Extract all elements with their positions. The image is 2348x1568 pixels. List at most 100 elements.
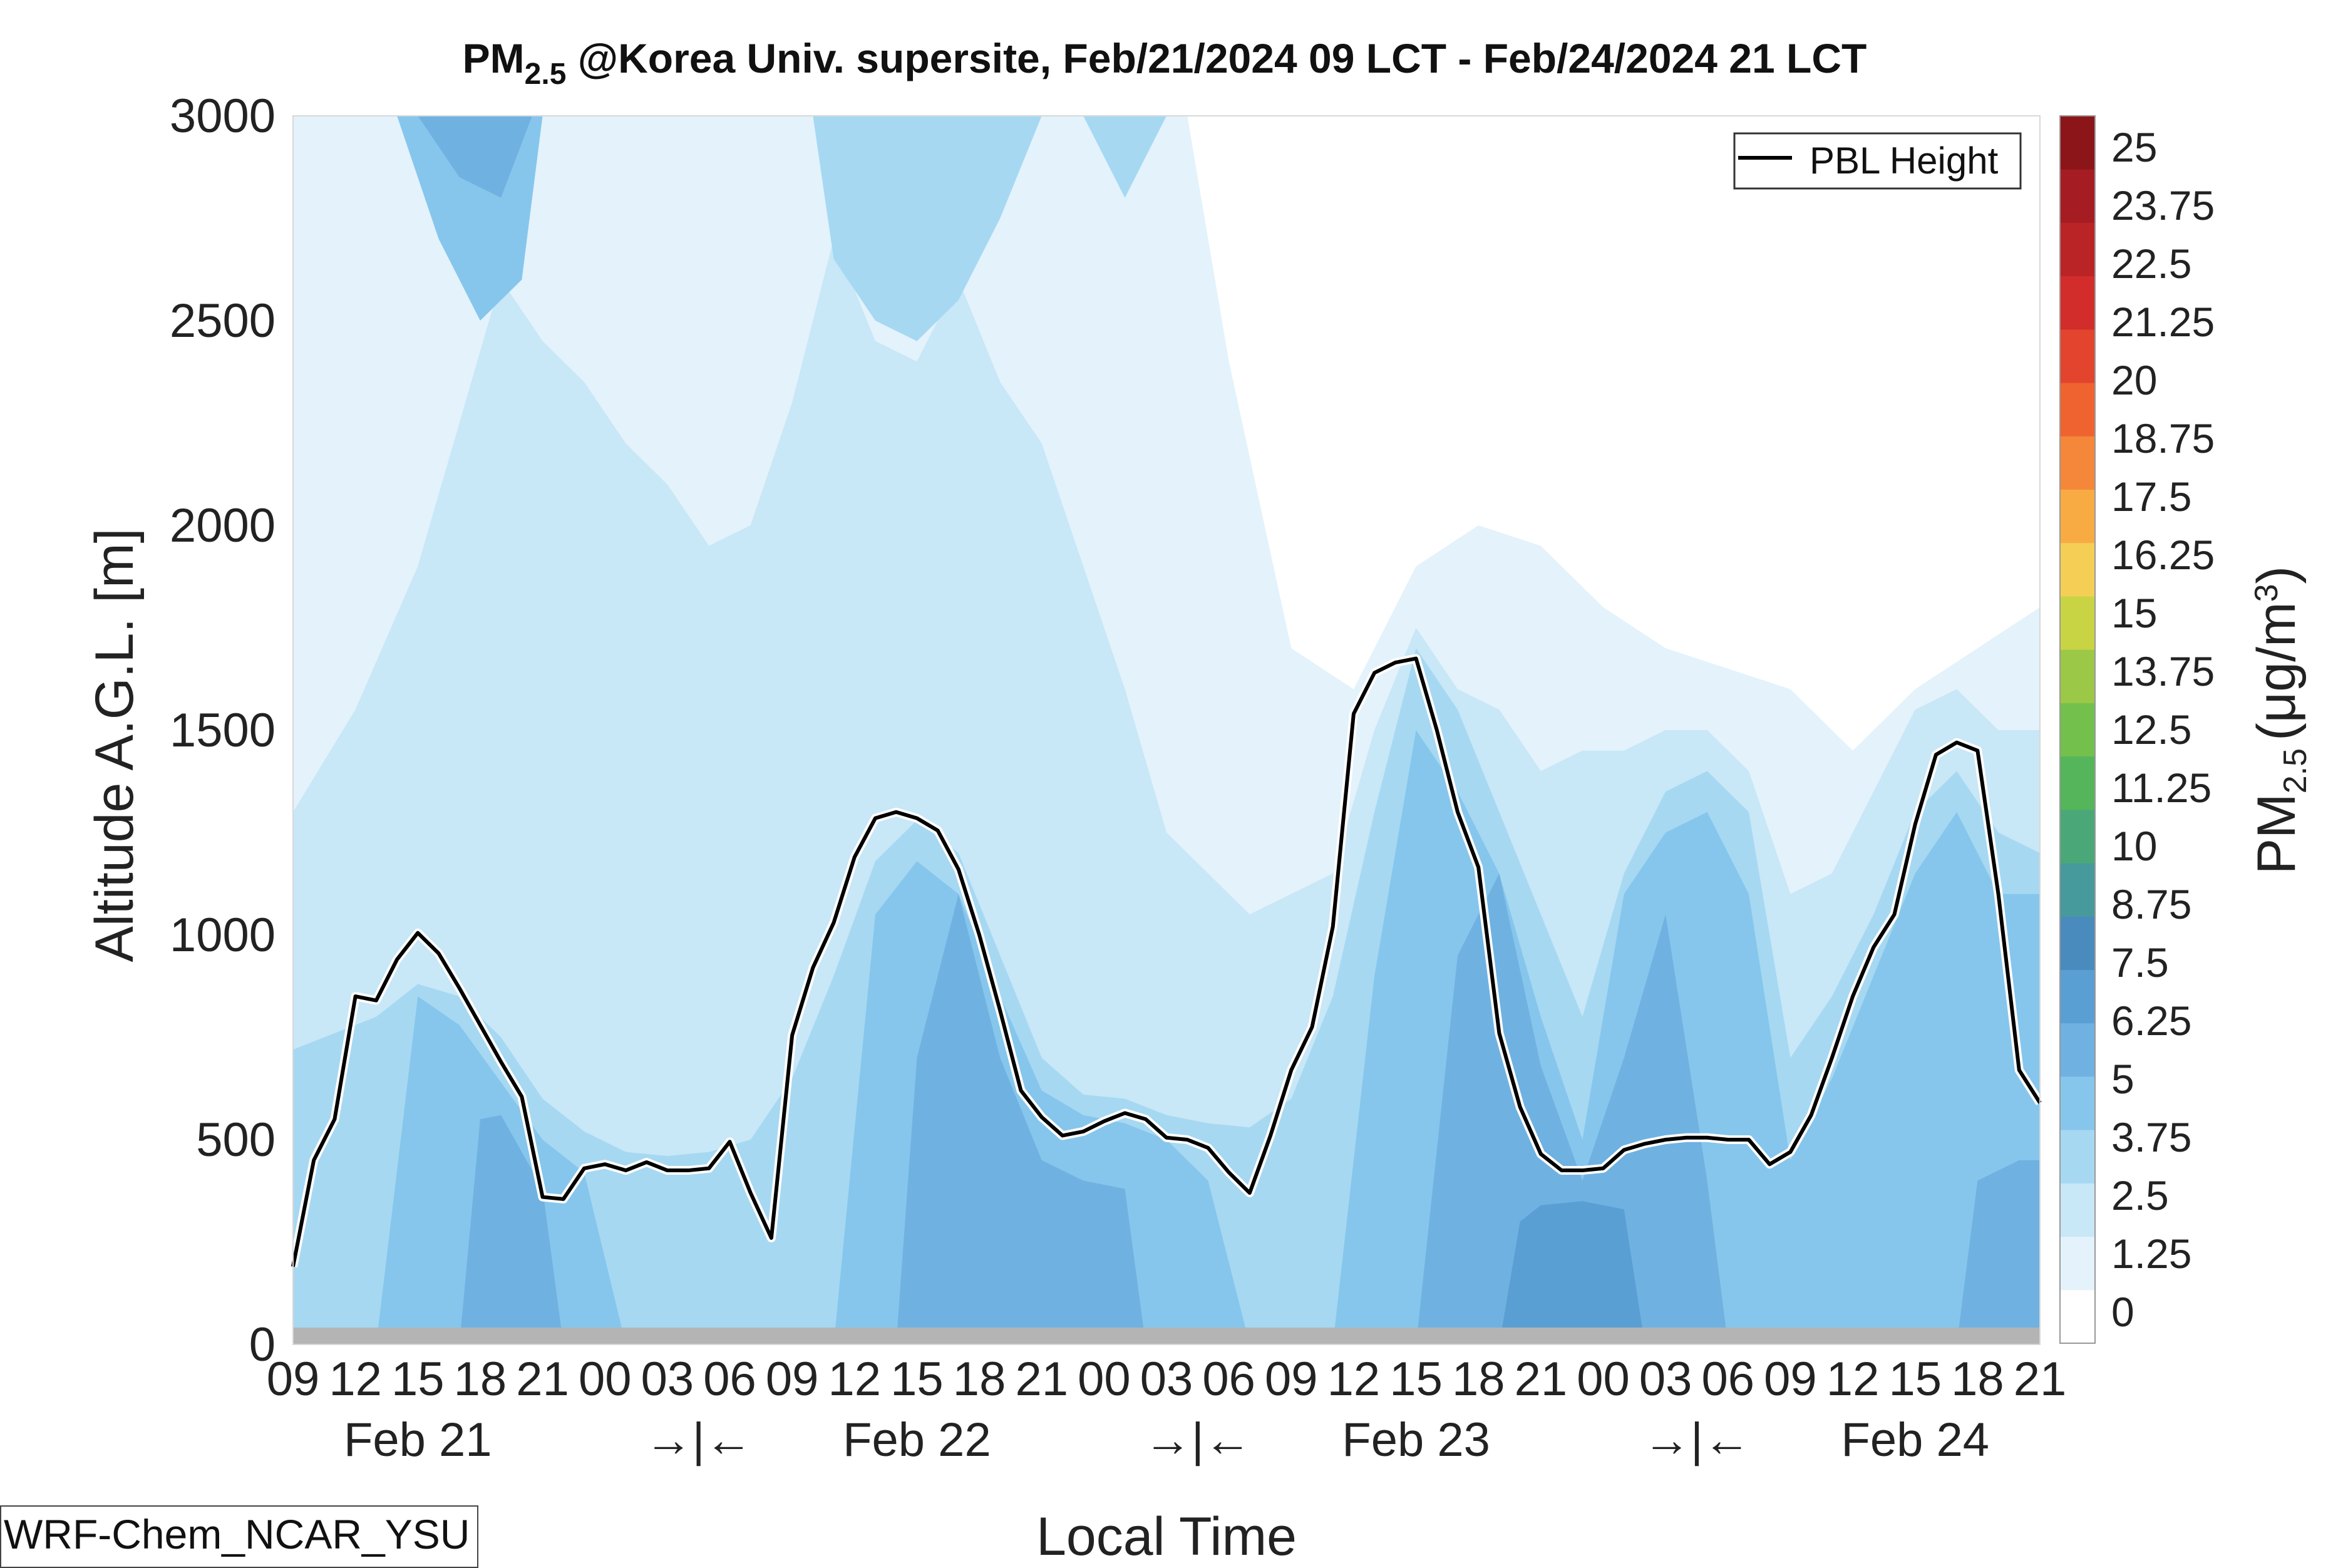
x-tick-label: 00 — [1078, 1353, 1131, 1406]
colorbar-tick-label: 18.75 — [2111, 415, 2215, 462]
colorbar-tick-label: 10 — [2111, 823, 2157, 869]
x-day-label: →|← — [1643, 1413, 1751, 1467]
colorbar-segment — [2060, 969, 2095, 1024]
colorbar-tick-label: 2.5 — [2111, 1172, 2169, 1219]
colorbar: 0 1.25 2.5 3.75 5 6.25 7.5 8.75 10 11.25 12.5 13.75… — [2059, 115, 2215, 1344]
contour-deck-aloft — [813, 116, 1042, 341]
chart-title: PM2.5 @Korea Univ. supersite, Feb/21/202… — [463, 35, 1867, 91]
x-day-label: Feb 24 — [1841, 1413, 1989, 1467]
colorbar-tick-label: 20 — [2111, 357, 2157, 403]
colorbar-tick-label: 5 — [2111, 1056, 2134, 1102]
colorbar-tick-label: 16.25 — [2111, 532, 2215, 578]
x-tick-label: 03 — [1140, 1353, 1193, 1406]
colorbar-tick-label: 25 — [2111, 124, 2157, 170]
colorbar-segment — [2060, 436, 2095, 490]
plot-area — [289, 115, 2044, 1345]
x-tick-label: 06 — [1702, 1353, 1755, 1406]
x-tick-label: 00 — [579, 1353, 632, 1406]
x-tick-label: 09 — [267, 1353, 320, 1406]
y-axis-label: Altitude A.G.L. [m] — [85, 528, 145, 962]
x-tick-label: 06 — [703, 1353, 756, 1406]
x-axis: 09 12 15 18 21 00 03 06 09 12 15 18 21 00 03 06 09 12 15 18… — [267, 1353, 2067, 1467]
colorbar-tick-label: 22.5 — [2111, 240, 2191, 287]
legend-label-pbl: PBL Height — [1810, 140, 1999, 182]
colorbar-tick-label: 13.75 — [2111, 648, 2215, 694]
colorbar-segment — [2060, 116, 2095, 170]
colorbar-tick-label: 7.5 — [2111, 939, 2169, 986]
colorbar-segment — [2060, 276, 2095, 330]
x-tick-label: 18 — [1452, 1353, 1505, 1406]
x-tick-label: 12 — [828, 1353, 882, 1406]
x-tick-label: 15 — [1389, 1353, 1443, 1406]
x-tick-label: 18 — [454, 1353, 507, 1406]
x-tick-label: 21 — [1515, 1353, 1568, 1406]
colorbar-tick-label: 0 — [2111, 1289, 2134, 1335]
y-tick-label: 500 — [196, 1113, 275, 1167]
colorbar-segment — [2060, 1076, 2095, 1130]
colorbar-label: PM2.5(μg/m3) — [2247, 566, 2314, 874]
x-tick-label: 15 — [391, 1353, 445, 1406]
colorbar-frame — [2059, 115, 2096, 1344]
colorbar-segment — [2060, 1023, 2095, 1077]
y-axis: 0 500 1000 1500 2000 2500 3000 — [170, 90, 275, 1371]
x-day-label: Feb 22 — [843, 1413, 991, 1467]
x-tick-label: 15 — [1888, 1353, 1942, 1406]
x-tick-label: 21 — [516, 1353, 569, 1406]
x-tick-label: 18 — [953, 1353, 1006, 1406]
colorbar-tick-label: 15 — [2111, 590, 2157, 636]
contour-band-level-6 — [293, 1201, 2040, 1344]
x-tick-label: 21 — [1015, 1353, 1068, 1406]
colorbar-segment — [2060, 383, 2095, 436]
x-tick-label: 03 — [1639, 1353, 1692, 1406]
x-tick-label: 09 — [1265, 1353, 1318, 1406]
colorbar-segment — [2060, 329, 2095, 383]
x-tick-label: 06 — [1202, 1353, 1255, 1406]
colorbar-segment — [2060, 863, 2095, 917]
colorbar-segment — [2060, 489, 2095, 544]
colorbar-segment — [2060, 703, 2095, 757]
colorbar-segment — [2060, 649, 2095, 703]
x-tick-label: 18 — [1951, 1353, 2004, 1406]
colorbar-segment — [2060, 1289, 2095, 1344]
model-label-box: WRF-Chem_NCAR_YSU — [0, 1505, 479, 1568]
colorbar-segment — [2060, 1236, 2095, 1291]
x-axis-label: Local Time — [1036, 1507, 1297, 1565]
y-tick-label: 2500 — [170, 294, 275, 348]
colorbar-tick-label: 21.25 — [2111, 299, 2215, 345]
colorbar-tick-label: 6.25 — [2111, 998, 2191, 1044]
x-tick-label: 00 — [1577, 1353, 1630, 1406]
colorbar-tick-label: 8.75 — [2111, 881, 2191, 927]
contour-deck-aloft — [1083, 116, 1166, 198]
colorbar-tick-label: 3.75 — [2111, 1114, 2191, 1160]
x-day-label: Feb 23 — [1342, 1413, 1490, 1467]
y-tick-label: 0 — [249, 1318, 275, 1371]
x-day-label: →|← — [645, 1413, 753, 1467]
colorbar-tick-label: 11.25 — [2111, 765, 2212, 811]
colorbar-segment — [2060, 1183, 2095, 1237]
legend-box — [1733, 132, 2022, 190]
x-tick-label: 12 — [1327, 1353, 1381, 1406]
x-tick-label: 15 — [890, 1353, 944, 1406]
contour-deck-aloft — [418, 116, 532, 198]
colorbar-tick-label: 12.5 — [2111, 706, 2191, 753]
y-tick-label: 1500 — [170, 704, 275, 757]
x-tick-label: 12 — [329, 1353, 382, 1406]
x-tick-label: 03 — [641, 1353, 694, 1406]
pbl-height-line — [291, 656, 2042, 1267]
y-tick-label: 2000 — [170, 499, 275, 552]
plot-frame — [292, 115, 2041, 1345]
colorbar-segment — [2060, 222, 2095, 277]
colorbar-segment — [2060, 1130, 2095, 1184]
y-tick-label: 3000 — [170, 90, 275, 143]
colorbar-segment — [2060, 542, 2095, 597]
x-tick-label: 09 — [1764, 1353, 1817, 1406]
colorbar-tick-label: 17.5 — [2111, 473, 2191, 520]
colorbar-segment — [2060, 596, 2095, 650]
x-tick-label: 12 — [1826, 1353, 1880, 1406]
colorbar-tick-label: 1.25 — [2111, 1230, 2191, 1277]
model-label: WRF-Chem_NCAR_YSU — [4, 1511, 470, 1557]
x-tick-label: 09 — [766, 1353, 819, 1406]
y-tick-label: 1000 — [170, 909, 275, 962]
x-day-label: →|← — [1144, 1413, 1252, 1467]
ground-band — [293, 1328, 2040, 1344]
